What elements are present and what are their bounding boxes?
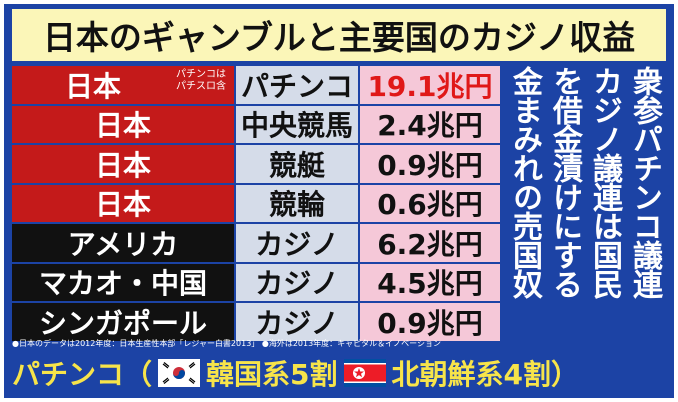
vertical-text-col2: カジノ議連は国民 bbox=[587, 66, 622, 298]
country-cell: 日本 パチンコは パチスロ含 bbox=[12, 66, 234, 104]
infographic-frame: 日本のギャンブルと主要国のカジノ収益 日本 パチンコは パチスロ含 パチンコ 19… bbox=[4, 4, 674, 398]
type-cell: 競艇 bbox=[236, 145, 358, 183]
bottom-text-north-korea: 北朝鮮系4割） bbox=[391, 358, 579, 391]
country-cell: マカオ・中国 bbox=[12, 263, 234, 301]
country-cell: シンガポール bbox=[12, 303, 234, 341]
pachinko-note-line: パチンコは bbox=[176, 69, 226, 80]
bottom-text-korea: 韓国系5割 bbox=[206, 358, 338, 391]
country-cell: 日本 bbox=[12, 105, 234, 143]
type-cell: カジノ bbox=[236, 263, 358, 301]
country-cell: 日本 bbox=[12, 145, 234, 183]
revenue-table: 日本 パチンコは パチスロ含 パチンコ 19.1兆円 日本 中央競馬 2.4兆円 … bbox=[12, 66, 500, 343]
vertical-message: 衆参パチンコ議連 カジノ議連は国民 を借金漬けにする 金まみれの売国奴 bbox=[504, 66, 664, 351]
pachinko-note-line: パチスロ含 bbox=[176, 81, 226, 92]
pachinko-note: パチンコは パチスロ含 bbox=[176, 69, 226, 93]
south-korea-flag-icon bbox=[158, 359, 201, 387]
amount-cell: 0.6兆円 bbox=[360, 184, 500, 222]
north-korea-flag-icon bbox=[343, 359, 386, 387]
table-row: 日本 競艇 0.9兆円 bbox=[12, 145, 500, 183]
bottom-text-pachinko: パチンコ（ bbox=[12, 358, 153, 391]
type-cell: パチンコ bbox=[236, 66, 358, 104]
page-title: 日本のギャンブルと主要国のカジノ収益 bbox=[42, 18, 636, 57]
amount-cell: 4.5兆円 bbox=[360, 263, 500, 301]
country-cell: アメリカ bbox=[12, 224, 234, 262]
vertical-text-col4: 金まみれの売国奴 bbox=[507, 66, 542, 298]
amount-cell: 0.9兆円 bbox=[360, 145, 500, 183]
title-bar: 日本のギャンブルと主要国のカジノ収益 bbox=[12, 9, 666, 61]
table-row: シンガポール カジノ 0.9兆円 bbox=[12, 303, 500, 341]
type-cell: カジノ bbox=[236, 224, 358, 262]
table-row: アメリカ カジノ 6.2兆円 bbox=[12, 224, 500, 262]
amount-cell: 2.4兆円 bbox=[360, 105, 500, 143]
country-label: 日本 bbox=[64, 69, 121, 103]
table-row: 日本 競輪 0.6兆円 bbox=[12, 184, 500, 222]
table-row: 日本 中央競馬 2.4兆円 bbox=[12, 105, 500, 143]
type-cell: カジノ bbox=[236, 303, 358, 341]
vertical-text-col3: を借金漬けにする bbox=[547, 66, 582, 298]
vertical-text-col1: 衆参パチンコ議連 bbox=[627, 66, 662, 298]
type-cell: 競輪 bbox=[236, 184, 358, 222]
amount-cell: 6.2兆円 bbox=[360, 224, 500, 262]
amount-cell: 19.1兆円 bbox=[360, 66, 500, 104]
table-row: マカオ・中国 カジノ 4.5兆円 bbox=[12, 263, 500, 301]
source-footnote: ●日本のデータは2012年度：日本生産性本部「レジャー白書2013」 ●海外は2… bbox=[12, 339, 442, 348]
type-cell: 中央競馬 bbox=[236, 105, 358, 143]
table-row: 日本 パチンコは パチスロ含 パチンコ 19.1兆円 bbox=[12, 66, 500, 104]
amount-cell: 0.9兆円 bbox=[360, 303, 500, 341]
bottom-banner: パチンコ（ 韓国系5割 bbox=[12, 352, 666, 394]
country-cell: 日本 bbox=[12, 184, 234, 222]
